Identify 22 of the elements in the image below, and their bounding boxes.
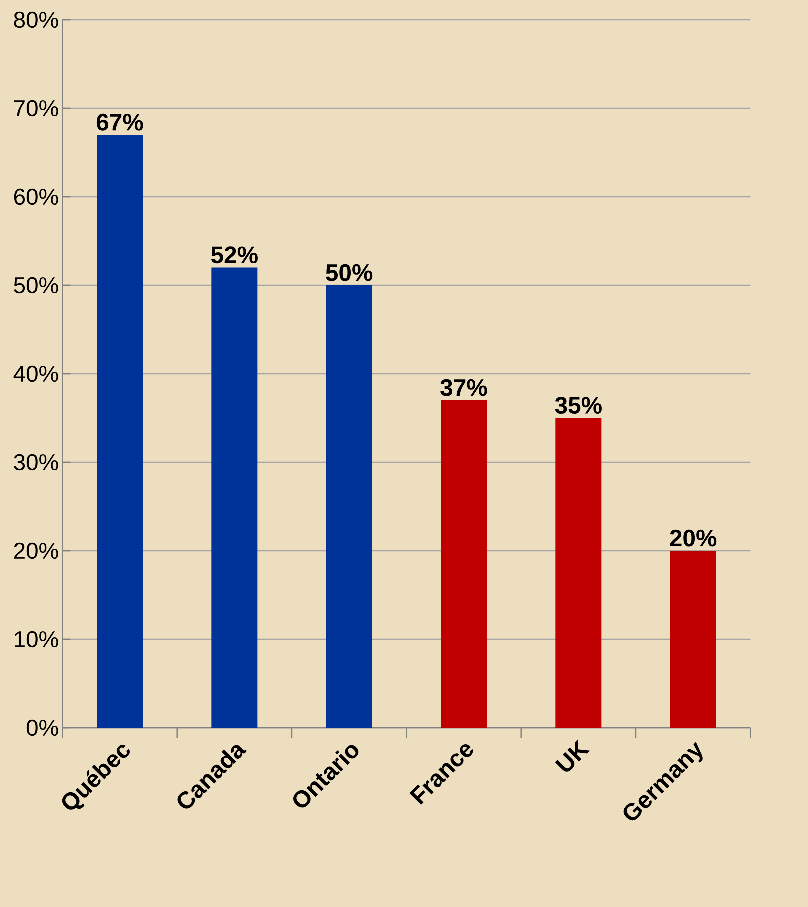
bar xyxy=(326,285,372,728)
y-tick-label: 0% xyxy=(26,720,58,736)
bar xyxy=(440,400,487,728)
bar xyxy=(212,268,258,728)
y-tick-label: 60% xyxy=(14,188,58,206)
bar xyxy=(670,550,716,728)
x-tick-label: UK xyxy=(555,740,590,772)
y-tick-label: 70% xyxy=(14,100,58,117)
y-tick-label: 80% xyxy=(14,12,58,28)
bar xyxy=(97,135,143,728)
data-label: 50% xyxy=(326,264,373,282)
y-tick-label: 50% xyxy=(14,277,58,294)
data-label: 20% xyxy=(670,530,717,547)
y-tick-label: 20% xyxy=(14,542,58,560)
y-tick-label: 10% xyxy=(15,631,58,648)
data-label: 52% xyxy=(211,246,258,264)
y-tick-label: 30% xyxy=(14,454,58,471)
bar xyxy=(556,418,602,728)
data-label: 35% xyxy=(555,397,602,414)
y-tick-label: 40% xyxy=(14,366,58,382)
data-label: 37% xyxy=(440,379,488,396)
data-label: 67% xyxy=(96,114,144,131)
